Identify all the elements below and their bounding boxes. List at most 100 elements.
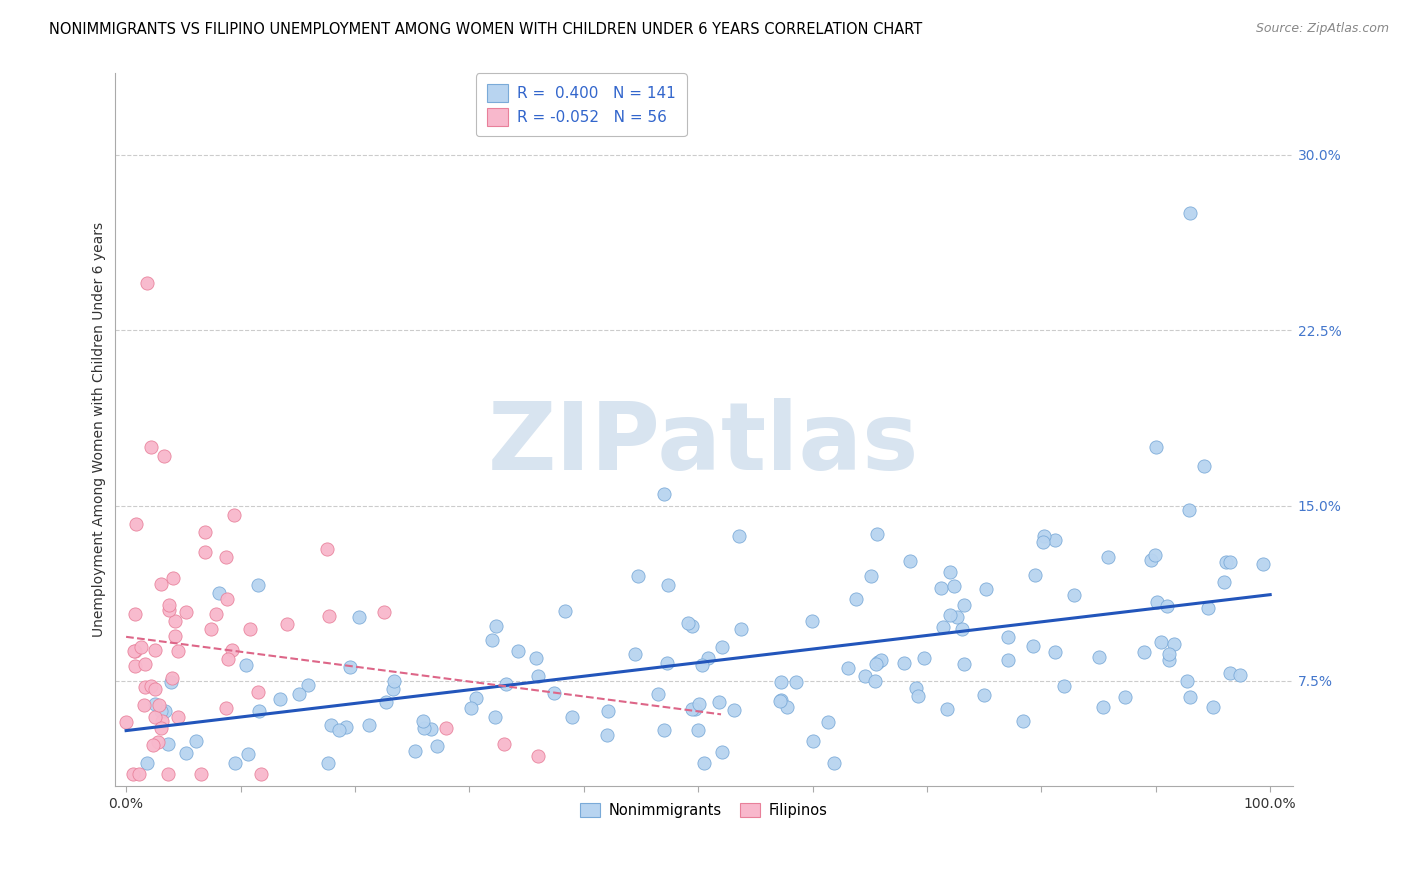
Point [250,767,273,781]
Point [359,718,381,732]
Point [236,747,259,761]
Point [1022,639,1045,653]
Point [1092,699,1115,714]
Point [163,614,186,628]
Point [728,529,751,543]
Point [382,674,405,689]
Point [160,671,183,685]
Point [115,715,138,730]
Point [1144,440,1167,454]
Point [492,737,515,751]
Point [124,644,146,658]
Point [953,657,976,671]
Point [143,710,166,724]
Point [419,722,441,736]
Point [943,579,966,593]
Point [235,658,257,673]
Point [837,661,859,675]
Point [382,681,405,696]
Point [543,686,565,700]
Point [134,681,156,695]
Point [554,604,576,618]
Point [676,616,699,631]
Point [710,640,733,654]
Legend: Nonimmigrants, Filipinos: Nonimmigrants, Filipinos [572,795,835,825]
Point [693,756,716,770]
Point [776,700,799,714]
Point [688,723,710,737]
Point [657,578,679,592]
Point [1178,503,1201,517]
Point [142,739,165,753]
Point [707,695,730,709]
Point [157,767,180,781]
Point [288,687,311,701]
Point [128,767,150,781]
Point [785,674,807,689]
Text: Source: ZipAtlas.com: Source: ZipAtlas.com [1256,22,1389,36]
Point [1159,653,1181,667]
Point [1163,637,1185,651]
Point [1024,568,1046,582]
Point [859,569,882,583]
Point [1133,645,1156,659]
Point [866,655,889,669]
Point [1146,595,1168,609]
Point [770,692,793,706]
Point [997,630,1019,644]
Point [297,678,319,692]
Point [853,669,876,683]
Point [349,609,371,624]
Point [1140,553,1163,567]
Point [1157,647,1180,661]
Point [143,643,166,657]
Point [1087,650,1109,665]
Point [200,622,222,636]
Point [1178,206,1201,220]
Point [508,643,530,657]
Point [1032,534,1054,549]
Y-axis label: Unemployment Among Women with Children Under 6 years: Unemployment Among Women with Children U… [93,222,107,637]
Point [134,657,156,672]
Point [149,704,172,718]
Point [404,744,426,758]
Point [1219,556,1241,570]
Point [318,608,340,623]
Point [870,653,893,667]
Point [215,701,238,715]
Point [1202,699,1225,714]
Point [247,704,270,718]
Point [150,721,173,735]
Point [122,767,145,781]
Point [974,582,997,596]
Point [652,723,675,737]
Point [141,680,163,694]
Point [436,721,458,735]
Point [246,685,269,699]
Point [697,650,720,665]
Point [316,541,339,556]
Point [464,691,486,706]
Point [162,571,184,585]
Point [129,640,152,655]
Point [426,739,449,754]
Point [194,544,217,558]
Point [845,591,868,606]
Point [1143,548,1166,562]
Point [1097,549,1119,564]
Point [174,605,197,619]
Point [938,608,960,623]
Point [163,629,186,643]
Point [1114,690,1136,705]
Point [239,622,262,636]
Point [769,674,792,689]
Point [132,698,155,713]
Point [657,656,679,670]
Point [481,633,503,648]
Point [146,734,169,748]
Point [935,702,957,716]
Point [624,647,647,661]
Point [905,681,928,696]
Point [1063,588,1085,602]
Point [122,644,145,658]
